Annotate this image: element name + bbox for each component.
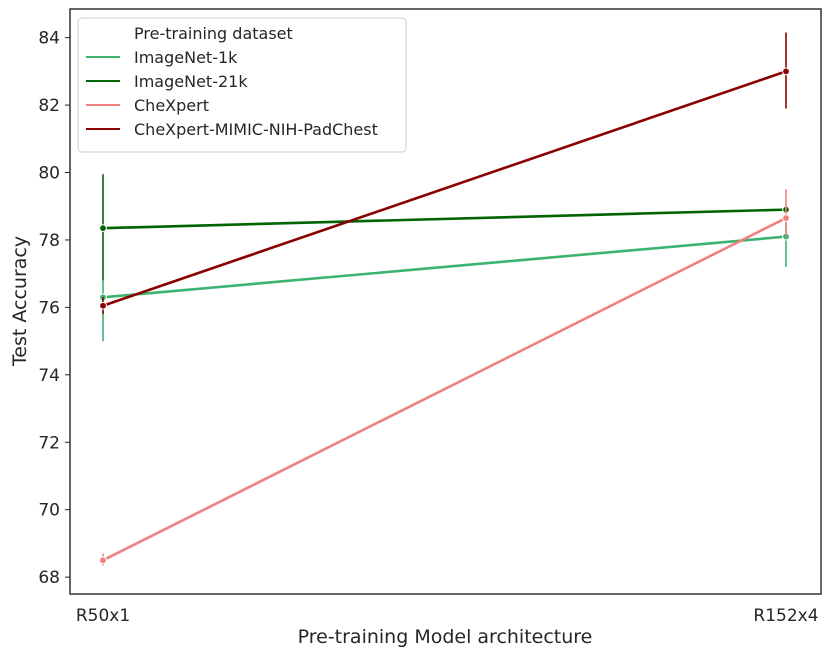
data-point (99, 556, 107, 565)
series-line (102, 208, 787, 230)
legend-box (77, 17, 407, 153)
series-layer (99, 32, 790, 566)
y-axis-label: Test Accuracy (9, 236, 31, 367)
y-tick-label: 76 (38, 298, 60, 318)
x-axis-label: Pre-training Model architecture (298, 626, 593, 648)
y-tick-label: 74 (38, 366, 60, 386)
series-line (102, 70, 787, 307)
series-line (102, 235, 787, 299)
y-tick-label: 70 (38, 501, 60, 521)
y-axis-ticks: 68 70 72 74 76 78 80 82 84 (38, 29, 70, 588)
series-line (102, 216, 787, 562)
y-tick-label: 68 (38, 568, 60, 588)
x-tick-label: R152x4 (753, 606, 818, 626)
data-point (782, 214, 790, 222)
legend-entry-label: ImageNet-1k (134, 48, 238, 67)
legend-title: Pre-training dataset (134, 24, 293, 43)
data-point (99, 224, 107, 233)
x-tick-label: R50x1 (76, 606, 130, 626)
data-point (782, 67, 790, 76)
legend: Pre-training dataset ImageNet-1k ImageNet… (77, 17, 407, 153)
legend-entry-label: CheXpert (134, 96, 209, 115)
legend-entry-label: ImageNet-21k (134, 72, 248, 91)
series-chexpert (99, 189, 790, 566)
series-chexpert-mimic-nih-padchest (99, 32, 790, 315)
legend-entry-label: CheXpert-MIMIC-NIH-PadChest (134, 120, 378, 139)
y-tick-label: 72 (38, 433, 60, 453)
series-imagenet-21k (99, 174, 790, 281)
y-tick-label: 80 (38, 164, 60, 184)
y-tick-label: 78 (38, 231, 60, 251)
x-axis-ticks: R50x1 R152x4 (76, 606, 819, 626)
y-tick-label: 82 (38, 96, 60, 116)
data-point (99, 301, 107, 310)
y-tick-label: 84 (38, 29, 60, 49)
